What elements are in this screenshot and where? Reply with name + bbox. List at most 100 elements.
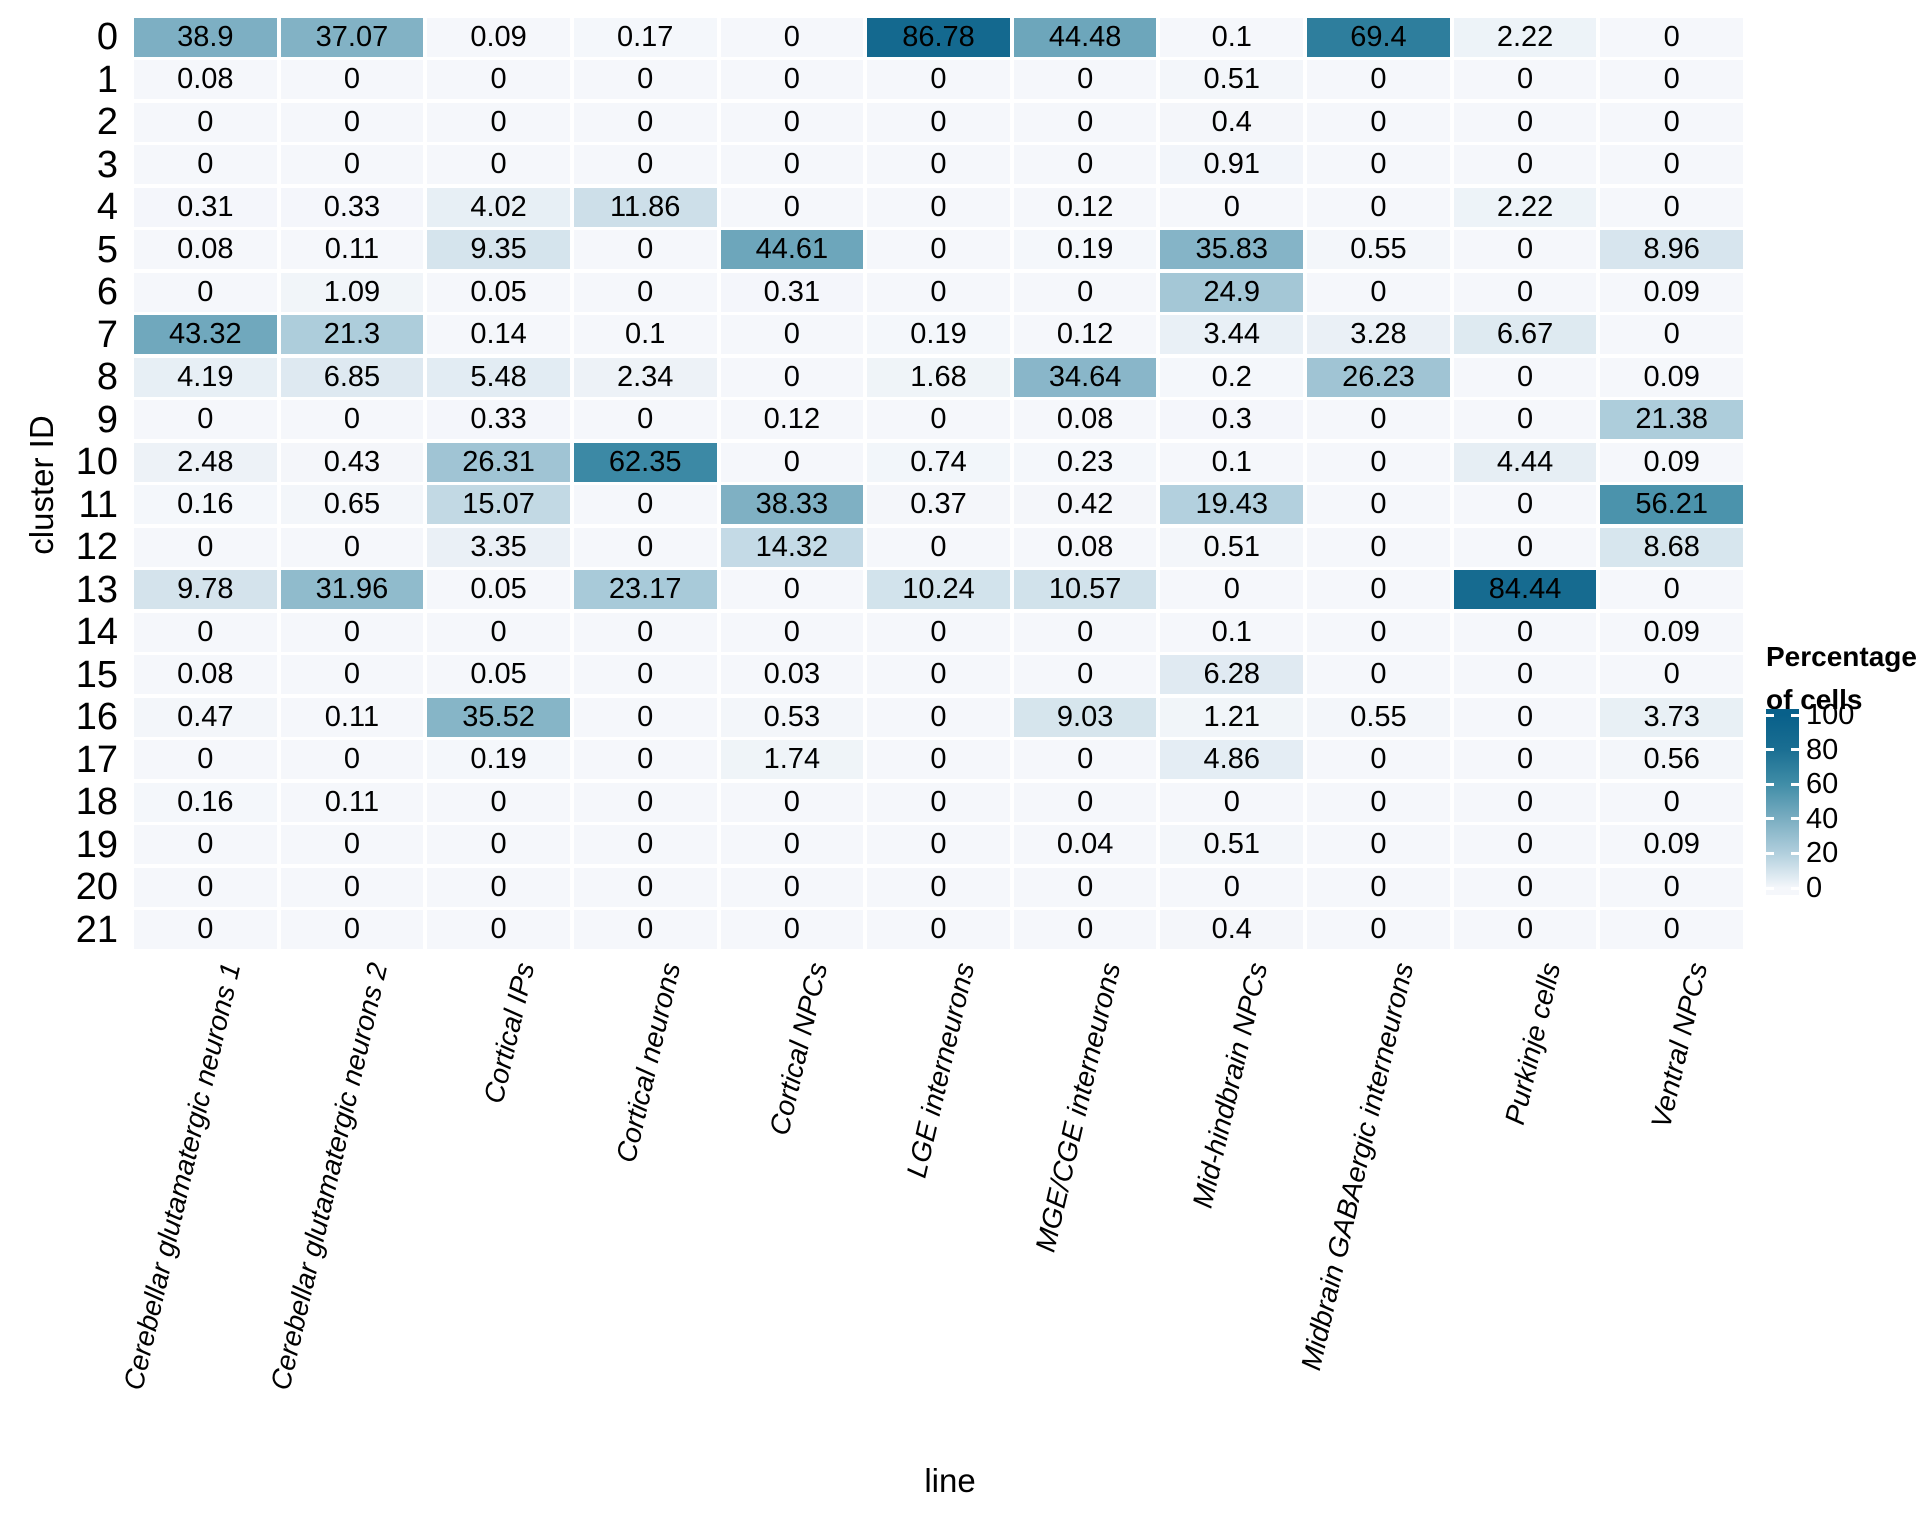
- heatmap-cell: 0: [720, 102, 864, 142]
- heatmap-cell: 0: [280, 612, 424, 652]
- row-label: 14: [75, 611, 118, 654]
- heatmap-cell: 4.86: [1160, 740, 1304, 780]
- row-label: 5: [96, 228, 118, 271]
- heatmap-cell: 0: [573, 400, 717, 440]
- heatmap-cell: 0: [1453, 867, 1597, 907]
- heatmap-cell: 0: [280, 825, 424, 865]
- heatmap-cell: 0: [427, 60, 570, 100]
- heatmap-cell: 0.74: [867, 442, 1010, 482]
- heatmap-cell: 0.47: [134, 697, 277, 737]
- heatmap-cell: 0.11: [280, 697, 424, 737]
- heatmap-cell: 4.02: [427, 187, 570, 227]
- heatmap-cell: 0.43: [280, 442, 424, 482]
- column-label: Purkinje cells: [1498, 959, 1567, 1128]
- heatmap-cell: 0.53: [720, 697, 864, 737]
- heatmap-cell: 0.04: [1013, 825, 1157, 865]
- row-label: 17: [75, 738, 118, 781]
- row-label: 1: [96, 58, 118, 101]
- heatmap-cell: 0: [427, 910, 570, 950]
- heatmap-cell: 0: [720, 60, 864, 100]
- legend-tick-mark: [1791, 851, 1799, 855]
- heatmap-cell: 0: [573, 230, 717, 270]
- heatmap-cell: 0: [1307, 102, 1450, 142]
- heatmap-cell: 0: [1453, 485, 1597, 525]
- row-label: 19: [75, 823, 118, 866]
- column-label: Cortical IPs: [477, 959, 540, 1107]
- legend-tick-label: 40: [1806, 802, 1839, 835]
- legend-tick-mark: [1791, 713, 1799, 717]
- heatmap-cell: 0.05: [427, 272, 570, 312]
- heatmap-cell: 0: [720, 612, 864, 652]
- heatmap-cell: 0.51: [1160, 825, 1304, 865]
- column-label: Cerebellar glutamatergic neurons 2: [264, 959, 394, 1393]
- heatmap-cell: 0.16: [134, 485, 277, 525]
- heatmap-cell: 10.24: [867, 570, 1010, 610]
- heatmap-cell: 0.09: [1600, 272, 1744, 312]
- heatmap-cell: 0: [1013, 655, 1157, 695]
- heatmap-cell: 86.78: [867, 17, 1010, 57]
- heatmap-cell: 0.03: [720, 655, 864, 695]
- heatmap-cell: 4.44: [1453, 442, 1597, 482]
- heatmap-cell: 15.07: [427, 485, 570, 525]
- heatmap-cell: 0.09: [1600, 357, 1744, 397]
- heatmap-cell: 0: [134, 825, 277, 865]
- heatmap-cell: 0.51: [1160, 527, 1304, 567]
- heatmap-cell: 0: [1307, 187, 1450, 227]
- heatmap-cell: 0: [720, 357, 864, 397]
- legend-tick-label: 20: [1806, 837, 1839, 870]
- heatmap-cell: 0.14: [427, 315, 570, 355]
- heatmap-cell: 0: [867, 612, 1010, 652]
- column-label: LGE interneurons: [900, 959, 980, 1181]
- heatmap-cell: 0.31: [134, 187, 277, 227]
- column-label: Mid-hindbrain NPCs: [1186, 959, 1274, 1211]
- heatmap-cell: 0: [1307, 655, 1450, 695]
- heatmap-cell: 0: [134, 145, 277, 185]
- heatmap-cell: 0: [1600, 782, 1744, 822]
- heatmap-cell: 0: [1307, 485, 1450, 525]
- heatmap-cell: 0.05: [427, 570, 570, 610]
- heatmap-cell: 0: [1013, 867, 1157, 907]
- row-label: 9: [96, 398, 118, 441]
- heatmap-cell: 0: [1600, 17, 1744, 57]
- column-label: MGE/CGE interneurons: [1029, 959, 1127, 1255]
- heatmap-cell: 0: [1160, 782, 1304, 822]
- heatmap-cell: 0: [1453, 697, 1597, 737]
- heatmap-cell: 0: [867, 145, 1010, 185]
- heatmap-cell: 0: [720, 867, 864, 907]
- heatmap-cell: 23.17: [573, 570, 717, 610]
- heatmap-cell: 0: [1013, 612, 1157, 652]
- legend-tick-mark: [1766, 713, 1774, 717]
- heatmap-cell: 0: [1453, 825, 1597, 865]
- heatmap-cell: 3.28: [1307, 315, 1450, 355]
- heatmap-cell: 0: [1307, 400, 1450, 440]
- heatmap-cell: 0: [720, 17, 864, 57]
- heatmap-cell: 0: [1600, 60, 1744, 100]
- row-label: 11: [78, 483, 118, 526]
- heatmap-cell: 0: [280, 102, 424, 142]
- heatmap-cell: 26.23: [1307, 357, 1450, 397]
- heatmap-cell: 0: [427, 145, 570, 185]
- heatmap-cell: 0.09: [1600, 612, 1744, 652]
- heatmap-cell: 6.28: [1160, 655, 1304, 695]
- heatmap-cell: 0: [720, 910, 864, 950]
- heatmap-cell: 0: [1600, 187, 1744, 227]
- row-label: 0: [96, 16, 118, 59]
- heatmap-cell: 0: [427, 825, 570, 865]
- heatmap-cell: 0: [1307, 527, 1450, 567]
- heatmap-cell: 34.64: [1013, 357, 1157, 397]
- heatmap-cell: 0: [867, 527, 1010, 567]
- legend-tick-mark: [1766, 886, 1774, 890]
- row-label: 21: [75, 908, 118, 951]
- heatmap-cell: 0: [134, 272, 277, 312]
- heatmap-cell: 0.4: [1160, 102, 1304, 142]
- heatmap-cell: 0.31: [720, 272, 864, 312]
- heatmap-cell: 0: [867, 60, 1010, 100]
- row-label: 18: [75, 781, 118, 824]
- heatmap-cell: 0.11: [280, 230, 424, 270]
- heatmap-cell: 0: [1600, 315, 1744, 355]
- heatmap-cell: 0: [280, 867, 424, 907]
- heatmap-cell: 0: [867, 655, 1010, 695]
- heatmap-cell: 35.83: [1160, 230, 1304, 270]
- heatmap-cell: 5.48: [427, 357, 570, 397]
- heatmap-cell: 8.68: [1600, 527, 1744, 567]
